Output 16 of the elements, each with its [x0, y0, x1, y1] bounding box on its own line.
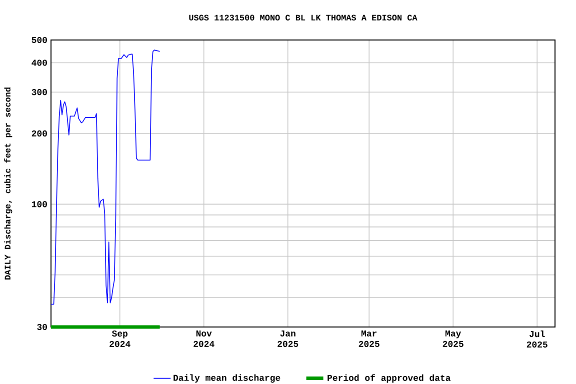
y-tick-label: 400 — [32, 60, 47, 66]
y-tick-label: 30 — [37, 324, 47, 330]
y-axis-title: DAILY Discharge, cubic feet per second — [4, 88, 12, 280]
legend-label: Daily mean discharge — [174, 374, 280, 383]
x-tick-label: May 2025 — [442, 330, 464, 347]
x-tick-label: Nov 2024 — [194, 330, 214, 347]
y-tick-label: 300 — [32, 89, 47, 96]
y-tick-label: 500 — [32, 36, 47, 44]
x-tick-label: Jan 2025 — [278, 330, 298, 347]
x-tick-label: Jul 2025 — [526, 330, 548, 348]
y-tick-label: 200 — [32, 130, 47, 137]
legend-label: Period of approved data — [328, 374, 451, 383]
chart-title: USGS 11231500 MONO C BL LK THOMAS A EDISON CA — [189, 14, 418, 20]
x-tick-label: Mar 2025 — [358, 330, 380, 347]
x-tick-label: Sep 2024 — [110, 330, 130, 348]
y-tick-label: 100 — [32, 201, 47, 208]
